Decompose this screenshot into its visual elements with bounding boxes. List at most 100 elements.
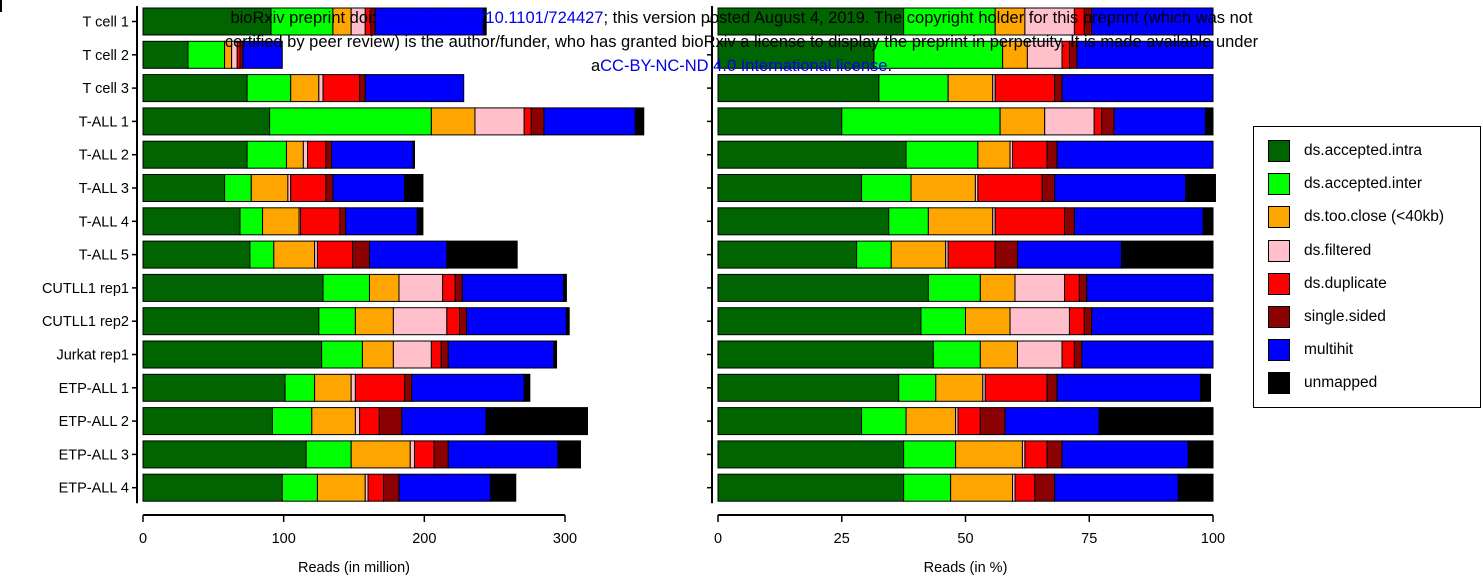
abs-bar-segment-ds-filtered [474,107,525,136]
pct-bar-segment-ds-accepted-inter [861,407,907,436]
pct-bar-segment-single-sided [1046,373,1058,402]
abs-bar-segment-unmapped [489,473,517,502]
pct-bar-segment-single-sided [1054,74,1063,103]
abs-bar-segment-ds-accepted-inter [284,373,316,402]
abs-bar-segment-multihit [368,240,448,269]
pct-x-tick-label: 25 [834,531,850,547]
abs-bar-segment-single-sided [378,407,403,436]
legend-item: ds.filtered [1268,239,1372,262]
abs-bar-segment-ds-duplicate [523,107,532,136]
legend-swatch [1268,239,1290,262]
pct-bar-segment-single-sided [1101,107,1115,136]
pct-bar-segment-ds-too-close-40kb- [905,407,957,436]
abs-bar-segment-single-sided [530,107,545,136]
category-label: CUTLL1 rep1 [42,281,129,297]
pct-bar-segment-unmapped [1202,207,1214,236]
abs-bar-segment-ds-duplicate [354,373,406,402]
license-link[interactable]: CC-BY-NC-ND 4.0 International license [600,57,888,75]
abs-bar-segment-unmapped [553,340,558,369]
pct-bar-segment-ds-accepted-inter [920,307,967,336]
abs-bar-segment-ds-accepted-inter [305,440,352,469]
pct-bar-segment-ds-accepted-inter [856,240,892,269]
abs-bar-segment-ds-accepted-intra [142,240,251,269]
legend-item: single.sided [1268,306,1386,328]
abs-bar-segment-ds-too-close-40kb- [332,7,352,36]
category-label: ETP-ALL 1 [59,381,129,397]
abs-bar-segment-ds-filtered [392,340,432,369]
abs-bar-segment-ds-duplicate [446,307,460,336]
pct-bar-segment-unmapped [1205,107,1214,136]
doi-link[interactable]: https://doi.org/10.1101/724427 [380,9,604,27]
abs-bar-segment-unmapped [416,207,424,236]
abs-bar-segment-single-sided [339,207,347,236]
pct-bar-segment-single-sided [1046,140,1058,169]
pct-bar-segment-ds-filtered [1016,340,1063,369]
abs-bar-segment-ds-filtered [398,273,444,302]
abs-bar-segment-ds-too-close-40kb- [250,174,289,202]
pct-bar-segment-ds-accepted-inter [932,340,981,369]
abs-bar-segment-ds-filtered [350,7,366,36]
category-label: ETP-ALL 3 [59,447,129,463]
pct-bar-segment-ds-filtered [1009,307,1070,336]
abs-bar-segment-ds-too-close-40kb- [285,140,304,169]
pct-bar-segment-single-sided [1034,473,1056,502]
pct-x-tick-label: 100 [1201,531,1225,547]
legend-label: unmapped [1304,374,1378,392]
abs-bar-segment-ds-filtered [354,407,361,436]
abs-bar-segment-ds-accepted-intra [142,373,286,402]
abs-bar-segment-unmapped [412,140,415,169]
pct-bar-segment-ds-filtered [1024,7,1075,36]
legend-swatch [1268,372,1290,395]
category-label: T-ALL 5 [79,248,129,264]
abs-bar-segment-single-sided [433,440,449,469]
abs-bar-segment-ds-too-close-40kb- [368,273,400,302]
abs-bar-segment-ds-too-close-40kb- [316,473,366,502]
abs-bar-segment-multihit [447,340,555,369]
pct-bar-segment-ds-duplicate [1061,340,1075,369]
legend-swatch [1268,306,1290,328]
pct-bar-segment-ds-duplicate [1093,107,1103,136]
pct-bar-segment-multihit [1056,373,1202,402]
legend-item: ds.duplicate [1268,272,1387,295]
category-label: T-ALL 3 [79,181,129,197]
pct-bar-segment-ds-accepted-intra [717,407,863,436]
abs-bar-segment-ds-accepted-intra [142,273,324,302]
abs-bar-segment-multihit [447,440,559,469]
pct-bar-segment-ds-accepted-intra [717,74,880,103]
pct-bar-segment-ds-duplicate [1061,40,1070,69]
abs-bar-segment-ds-too-close-40kb- [290,74,320,103]
pct-x-axis-label: Reads (in %) [924,560,1008,576]
abs-bar-segment-ds-filtered [302,140,309,169]
abs-bar-segment-ds-too-close-40kb- [361,340,394,369]
pct-bar-segment-unmapped [1177,473,1214,502]
pct-bar-segment-ds-accepted-inter [898,373,937,402]
abs-bar-segment-ds-accepted-inter [271,407,313,436]
panel-corner-mark [0,0,10,12]
abs-bar-segment-ds-too-close-40kb- [273,240,316,269]
legend-label: ds.filtered [1304,241,1372,259]
abs-bar-segment-single-sided [359,74,366,103]
pct-bar-segment-ds-accepted-inter [927,273,981,302]
abs-bar-segment-unmapped [446,240,518,269]
abs-bar-segment-unmapped [565,307,570,336]
abs-bar-segment-single-sided [404,373,413,402]
abs-bar-segment-ds-accepted-intra [142,207,241,236]
abs-bar-segment-multihit [345,207,418,236]
legend-item: unmapped [1268,372,1378,395]
pct-bar-segment-ds-duplicate [1068,307,1085,336]
pct-bar-segment-single-sided [1083,307,1093,336]
abs-bar-segment-ds-accepted-inter [224,174,252,202]
pct-bar-segment-ds-duplicate [957,407,981,436]
legend-label: ds.too.close (<40kb) [1304,208,1445,226]
legend-label: single.sided [1304,308,1386,325]
pct-bar-segment-unmapped [1187,440,1214,469]
abs-x-axis-label: Reads (in million) [298,560,410,576]
pct-bar-segment-multihit [1091,7,1214,36]
pct-bar-segment-ds-accepted-inter [861,174,912,202]
abs-bar-segment-ds-accepted-inter [321,340,363,369]
category-label: ETP-ALL 4 [59,481,129,497]
category-label: T-ALL 1 [79,114,129,130]
abs-bar-segment-ds-too-close-40kb- [311,407,356,436]
abs-bar-segment-ds-duplicate [322,74,361,103]
abs-bar-segment-ds-duplicate [367,473,385,502]
